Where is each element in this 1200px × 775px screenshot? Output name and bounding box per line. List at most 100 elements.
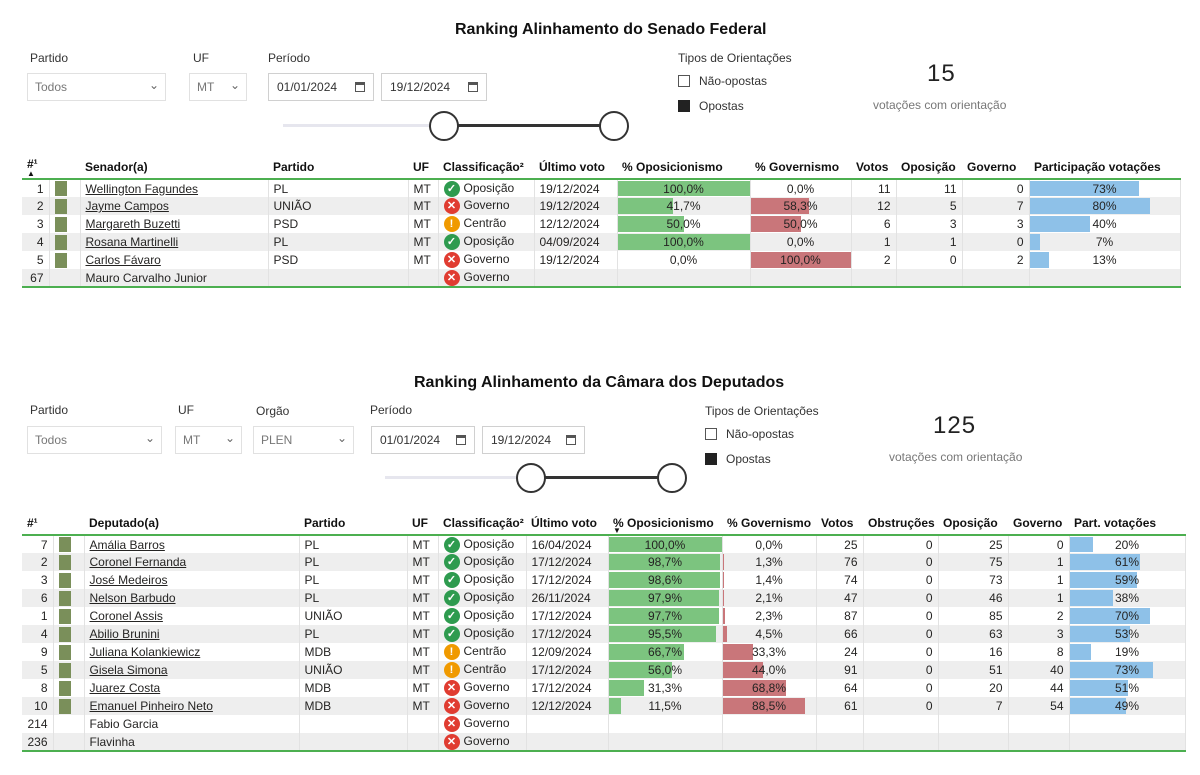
member-name[interactable]: Coronel Assis (89, 609, 163, 623)
calendar-icon[interactable] (456, 435, 466, 445)
table-row[interactable]: 3 José Medeiros PL MT ✓ Oposição 17/12/2024 98,… (22, 571, 1186, 589)
camara-orgao-dropdown[interactable]: PLEN ⌄ (253, 426, 354, 454)
member-name[interactable]: José Medeiros (89, 573, 168, 587)
table-row[interactable]: 4 Abilio Brunini PL MT ✓ Oposição 17/12/2024 95… (22, 625, 1186, 643)
member-name[interactable]: Jayme Campos (85, 199, 169, 213)
senado-date-start[interactable]: 01/01/2024 (268, 73, 374, 101)
table-row[interactable]: 9 Juliana Kolankiewicz MDB MT! Centrão 12/09/… (22, 643, 1186, 661)
name-cell[interactable]: Coronel Fernanda (84, 553, 300, 571)
col-last-vote[interactable]: Último voto (526, 511, 608, 536)
table-row[interactable]: 2 Coronel Fernanda PL MT ✓ Oposição 17/12/2024… (22, 553, 1186, 571)
name-cell[interactable]: Wellington Fagundes (80, 179, 269, 197)
name-cell[interactable]: Abilio Brunini (84, 625, 300, 643)
name-cell[interactable]: Rosana Martinelli (80, 233, 269, 251)
col-obst[interactable]: Obstruções (863, 511, 938, 536)
table-row[interactable]: 2 Jayme Campos UNIÃO MT ✕ Governo 19/12/2024 41… (22, 197, 1181, 215)
col-votos[interactable]: Votos (816, 511, 863, 536)
table-row[interactable]: 8 Juarez Costa MDB MT ✕ Governo 17/12/2024 31,3… (22, 679, 1186, 697)
name-cell[interactable]: Juliana Kolankiewicz (84, 643, 300, 661)
col-opos[interactable]: % Oposicionismo (617, 155, 750, 180)
col-name[interactable]: Deputado(a) (84, 511, 299, 536)
col-oposicao[interactable]: Oposição (938, 511, 1008, 536)
senado-orient-opt2[interactable]: Opostas (678, 97, 744, 115)
calendar-icon[interactable] (566, 435, 576, 445)
member-name[interactable]: Coronel Fernanda (89, 555, 187, 569)
camara-slider-start-handle[interactable] (516, 463, 546, 493)
calendar-icon[interactable] (355, 82, 365, 92)
col-name[interactable]: Senador(a) (80, 155, 268, 180)
camara-orient-opt2[interactable]: Opostas (705, 450, 771, 468)
senado-date-end[interactable]: 19/12/2024 (381, 73, 487, 101)
col-class[interactable]: Classificação² (438, 511, 526, 536)
table-row[interactable]: 10 Emanuel Pinheiro Neto MDB MT ✕ Governo 12/1… (22, 697, 1186, 715)
col-votos[interactable]: Votos (851, 155, 896, 180)
col-uf[interactable]: UF (408, 155, 438, 180)
member-name[interactable]: Nelson Barbudo (89, 591, 176, 605)
table-row[interactable]: 214 Fabio Garcia ✕ Governo (22, 715, 1186, 733)
member-name[interactable]: Rosana Martinelli (85, 235, 179, 249)
senado-slider-start-handle[interactable] (429, 111, 459, 141)
name-cell[interactable]: Juarez Costa (84, 679, 300, 697)
table-row[interactable]: 1 Wellington Fagundes PL MT ✓ Oposição 19/12/2… (22, 179, 1181, 197)
member-name[interactable]: Gisela Simona (89, 663, 168, 677)
col-class[interactable]: Classificação² (438, 155, 534, 180)
camara-partido-dropdown[interactable]: Todos ⌄ (27, 426, 162, 454)
member-name[interactable]: Amália Barros (89, 537, 165, 552)
col-last-vote[interactable]: Último voto (534, 155, 617, 180)
table-row[interactable]: 1 Coronel Assis UNIÃO MT ✓ Oposição 17/12/2024… (22, 607, 1186, 625)
checkbox-unchecked[interactable] (705, 427, 717, 440)
col-opos[interactable]: % Oposicionismo ▼ (608, 511, 722, 536)
col-governo[interactable]: Governo (1008, 511, 1069, 536)
col-governo[interactable]: Governo (962, 155, 1029, 180)
camara-date-end[interactable]: 19/12/2024 (482, 426, 585, 454)
col-part[interactable]: Participação votações (1029, 155, 1180, 180)
col-gov[interactable]: % Governismo (750, 155, 851, 180)
table-row[interactable]: 5 Carlos Fávaro PSD MT ✕ Governo 19/12/2024 0,0… (22, 251, 1181, 269)
col-partido[interactable]: Partido (299, 511, 407, 536)
col-part[interactable]: Part. votações (1069, 511, 1185, 536)
table-row[interactable]: 3 Margareth Buzetti PSD MT! Centrão 12/12/202… (22, 215, 1181, 233)
table-row[interactable]: 4 Rosana Martinelli PL MT ✓ Oposição 04/09/202… (22, 233, 1181, 251)
senado-orient-opt1[interactable]: Não-opostas (678, 72, 767, 90)
name-cell[interactable]: José Medeiros (84, 571, 300, 589)
camara-slider-end-handle[interactable] (657, 463, 687, 493)
name-cell[interactable]: Jayme Campos (80, 197, 269, 215)
col-partido[interactable]: Partido (268, 155, 408, 180)
member-name[interactable]: Abilio Brunini (89, 627, 160, 641)
checkbox-checked[interactable] (705, 452, 717, 465)
name-cell[interactable]: Gisela Simona (84, 661, 300, 679)
senado-slider-end-handle[interactable] (599, 111, 629, 141)
camara-date-start[interactable]: 01/01/2024 (371, 426, 475, 454)
name-cell[interactable]: Coronel Assis (84, 607, 300, 625)
senado-title: Ranking Alinhamento do Senado Federal (455, 21, 767, 38)
table-row[interactable]: 5 Gisela Simona UNIÃO MT! Centrão 17/12/2024 5… (22, 661, 1186, 679)
col-rank[interactable]: #¹ (22, 511, 53, 536)
col-rank[interactable]: #¹ ▲ (22, 155, 49, 180)
votos-cell: 11 (851, 179, 897, 197)
member-name[interactable]: Carlos Fávaro (85, 253, 161, 267)
table-row[interactable]: 67 Mauro Carvalho Junior ✕ Governo (22, 269, 1181, 288)
member-name[interactable]: Wellington Fagundes (85, 181, 199, 196)
camara-uf-dropdown[interactable]: MT ⌄ (175, 426, 242, 454)
col-oposicao[interactable]: Oposição (896, 155, 962, 180)
camara-orient-opt1[interactable]: Não-opostas (705, 425, 794, 443)
checkbox-unchecked[interactable] (678, 74, 690, 87)
name-cell[interactable]: Nelson Barbudo (84, 589, 300, 607)
checkbox-checked[interactable] (678, 99, 690, 112)
col-uf[interactable]: UF (407, 511, 438, 536)
senado-partido-dropdown[interactable]: Todos ⌄ (27, 73, 166, 101)
member-name[interactable]: Juarez Costa (89, 681, 161, 695)
name-cell[interactable]: Amália Barros (84, 535, 300, 553)
table-row[interactable]: 6 Nelson Barbudo PL MT ✓ Oposição 26/11/2024 97… (22, 589, 1186, 607)
table-row[interactable]: 236 Flavinha ✕ Governo (22, 733, 1186, 752)
member-name[interactable]: Emanuel Pinheiro Neto (89, 699, 213, 713)
member-name[interactable]: Juliana Kolankiewicz (89, 645, 201, 659)
senado-uf-dropdown[interactable]: MT ⌄ (189, 73, 247, 101)
member-name[interactable]: Margareth Buzetti (85, 217, 181, 231)
table-row[interactable]: 7 Amália Barros PL MT ✓ Oposição 16/04/2024 100… (22, 535, 1186, 553)
calendar-icon[interactable] (468, 82, 478, 92)
name-cell[interactable]: Margareth Buzetti (80, 215, 269, 233)
name-cell[interactable]: Carlos Fávaro (80, 251, 269, 269)
name-cell[interactable]: Emanuel Pinheiro Neto (84, 697, 300, 715)
col-gov[interactable]: % Governismo (722, 511, 816, 536)
